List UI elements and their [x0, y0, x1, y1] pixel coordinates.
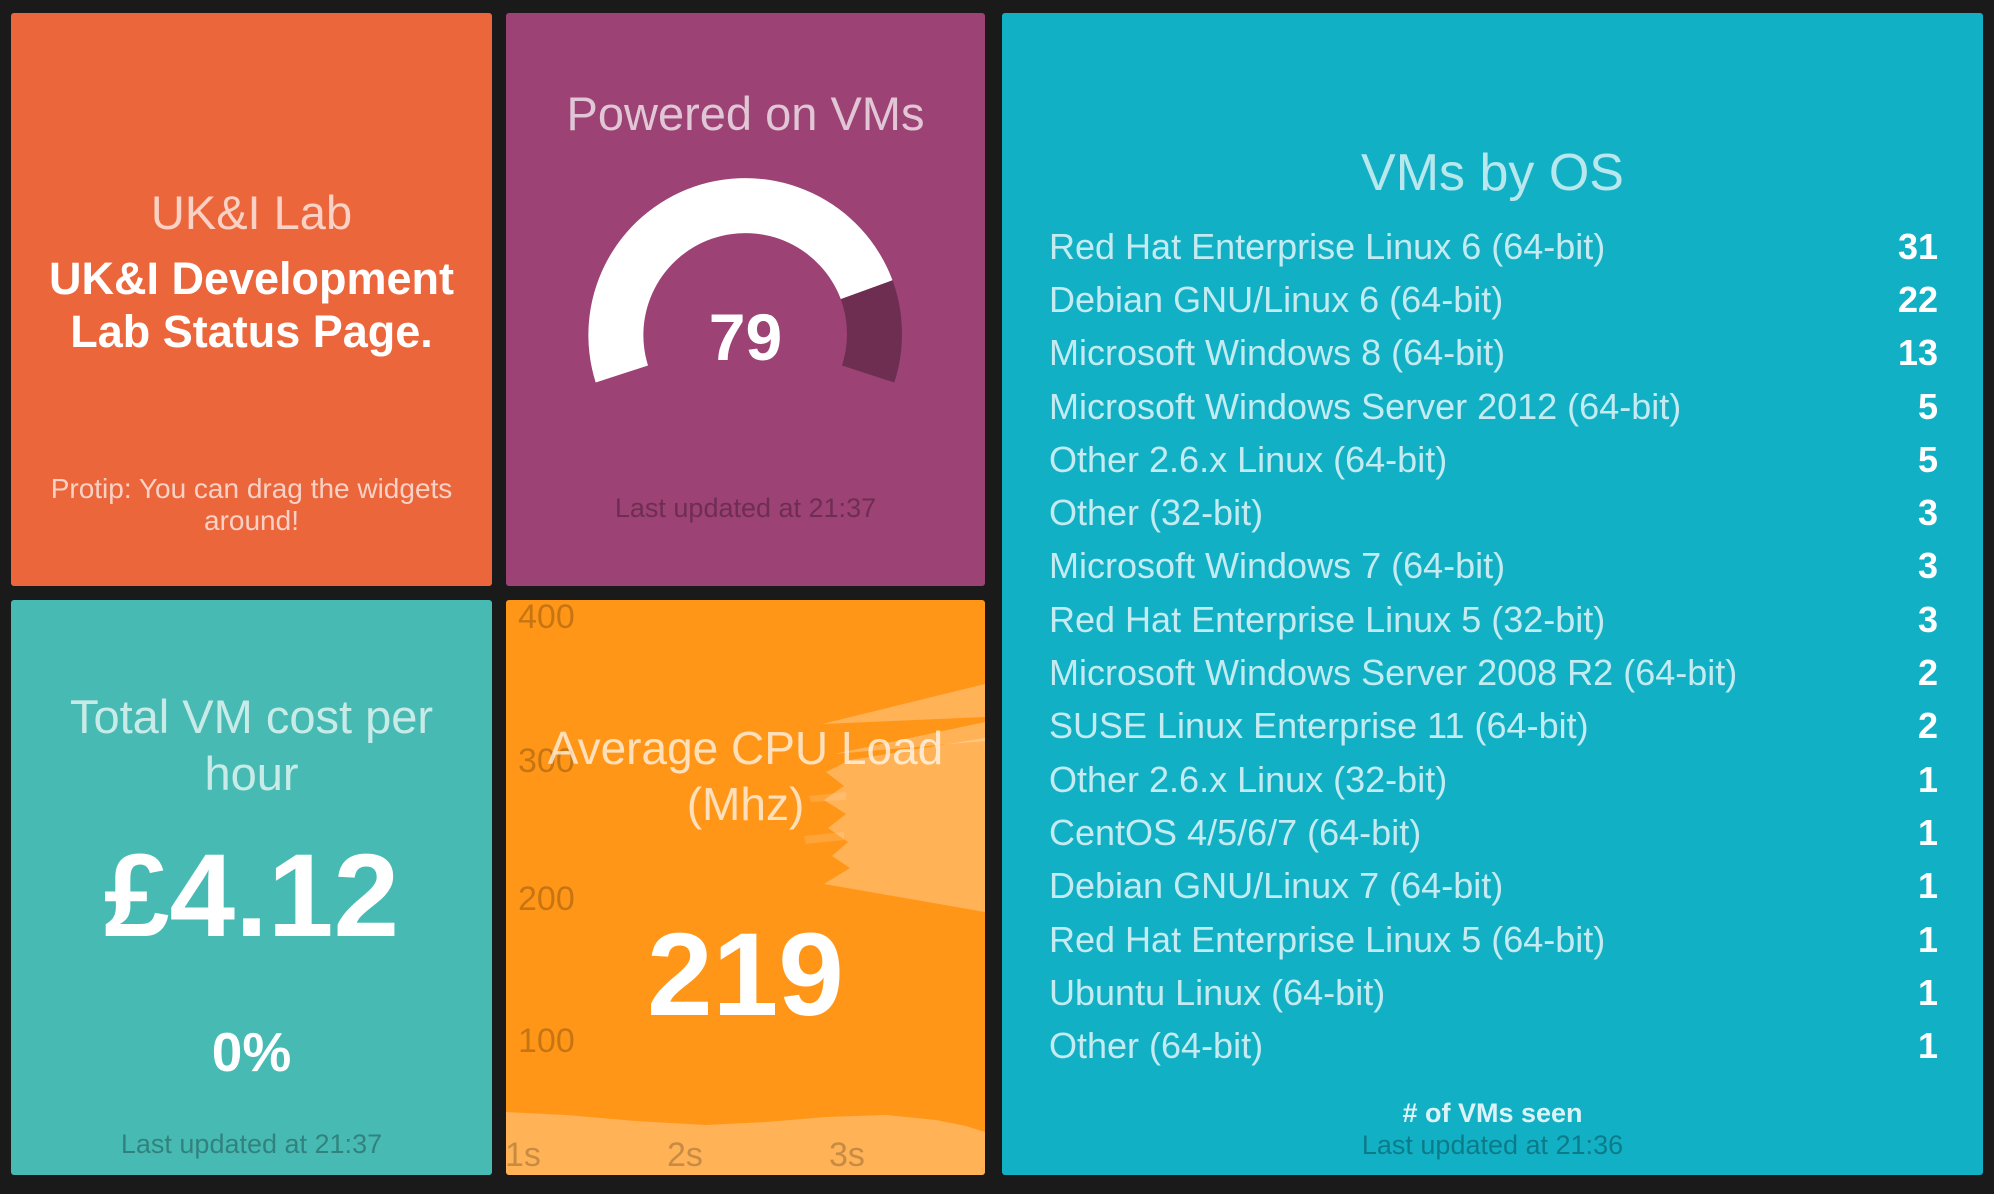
widget-vms-by-os[interactable]: VMs by OS Red Hat Enterprise Linux 6 (64… — [1002, 13, 1983, 1175]
meter-updated-at: Last updated at 21:37 — [614, 493, 877, 523]
os-count: 3 — [1917, 492, 1938, 534]
x-axis-tick-2s: 2s — [667, 1136, 703, 1174]
number-updated-at: Last updated at 21:37 — [120, 1129, 383, 1159]
os-count: 1 — [1917, 971, 1938, 1013]
os-count: 1 — [1917, 758, 1938, 800]
os-label: Red Hat Enterprise Linux 5 (32-bit) — [1049, 598, 1606, 640]
list-item: Microsoft Windows 8 (64-bit) 13 — [1049, 327, 1938, 380]
os-label: SUSE Linux Enterprise 11 (64-bit) — [1049, 705, 1589, 747]
gauge-chart — [588, 178, 902, 383]
os-label: Red Hat Enterprise Linux 5 (64-bit) — [1049, 918, 1606, 960]
welcome-message: UK&I Development Lab Status Page. — [48, 253, 455, 357]
graph-title: Average CPU Load (Mhz) — [547, 722, 944, 830]
list-item: Other 2.6.x Linux (32-bit) 1 — [1049, 753, 1938, 806]
os-count: 2 — [1917, 705, 1938, 747]
cpu-area-chart — [506, 684, 985, 1175]
list-item: Microsoft Windows 7 (64-bit) 3 — [1049, 540, 1938, 593]
os-label: Other (32-bit) — [1049, 492, 1264, 534]
number-change-rate: 0% — [211, 1021, 292, 1083]
list-item: Red Hat Enterprise Linux 6 (64-bit) 31 — [1049, 220, 1938, 273]
welcome-protip: Protip: You can drag the widgets around! — [50, 473, 453, 536]
list-item: Other (32-bit) 3 — [1049, 486, 1938, 539]
list-moreinfo: # of VMs seen — [1402, 1098, 1583, 1128]
os-count: 1 — [1917, 918, 1938, 960]
os-label: Red Hat Enterprise Linux 6 (64-bit) — [1049, 225, 1606, 267]
os-count: 1 — [1917, 811, 1938, 853]
os-count: 5 — [1917, 438, 1938, 480]
gauge-value-arc — [588, 178, 893, 383]
os-label: Other (64-bit) — [1049, 1025, 1264, 1067]
area-spike-streak-2 — [834, 722, 985, 754]
graph-current-value: 219 — [647, 909, 844, 1041]
os-count: 22 — [1897, 278, 1938, 320]
widget-welcome[interactable]: UK&I Lab UK&I Development Lab Status Pag… — [11, 13, 492, 586]
list-item: Other 2.6.x Linux (64-bit) 5 — [1049, 433, 1938, 486]
list-item: CentOS 4/5/6/7 (64-bit) 1 — [1049, 806, 1938, 859]
os-list: Red Hat Enterprise Linux 6 (64-bit) 31 D… — [1049, 220, 1938, 1073]
list-title: VMs by OS — [1361, 144, 1624, 202]
widget-average-cpu-load[interactable]: 400 300 200 100 1s 2s 3s Average CPU Loa… — [506, 600, 985, 1175]
y-axis-tick-200: 200 — [518, 880, 575, 918]
list-item: Microsoft Windows Server 2012 (64-bit) 5 — [1049, 380, 1938, 433]
os-label: CentOS 4/5/6/7 (64-bit) — [1049, 811, 1422, 853]
meter-title: Powered on VMs — [566, 87, 925, 140]
y-axis-tick-400: 400 — [518, 600, 575, 636]
os-count: 31 — [1897, 225, 1938, 267]
os-count: 2 — [1917, 652, 1938, 694]
os-count: 1 — [1917, 1025, 1938, 1067]
os-count: 1 — [1917, 865, 1938, 907]
os-label: Microsoft Windows 7 (64-bit) — [1049, 545, 1506, 587]
list-item: SUSE Linux Enterprise 11 (64-bit) 2 — [1049, 700, 1938, 753]
os-label: Microsoft Windows Server 2008 R2 (64-bit… — [1049, 652, 1738, 694]
os-count: 13 — [1897, 332, 1938, 374]
list-item: Red Hat Enterprise Linux 5 (64-bit) 1 — [1049, 913, 1938, 966]
area-spike-blob — [824, 738, 985, 912]
os-label: Other 2.6.x Linux (64-bit) — [1049, 438, 1448, 480]
list-item: Microsoft Windows Server 2008 R2 (64-bit… — [1049, 646, 1938, 699]
welcome-title: UK&I Lab — [150, 186, 353, 239]
gauge-remainder-arc — [840, 280, 902, 383]
area-spike-fleck-1 — [809, 792, 846, 802]
list-item: Debian GNU/Linux 7 (64-bit) 1 — [1049, 860, 1938, 913]
list-item: Other (64-bit) 1 — [1049, 1019, 1938, 1072]
os-label: Debian GNU/Linux 6 (64-bit) — [1049, 278, 1504, 320]
list-item: Ubuntu Linux (64-bit) 1 — [1049, 966, 1938, 1019]
number-title: Total VM cost per hour — [69, 690, 434, 800]
os-label: Debian GNU/Linux 7 (64-bit) — [1049, 865, 1504, 907]
os-label: Microsoft Windows 8 (64-bit) — [1049, 332, 1506, 374]
area-spike-streak-1 — [822, 684, 985, 724]
x-axis-tick-1s: 1s — [506, 1136, 541, 1174]
list-updated-at: Last updated at 21:36 — [1361, 1130, 1624, 1160]
list-item: Debian GNU/Linux 6 (64-bit) 22 — [1049, 273, 1938, 326]
os-count: 3 — [1917, 545, 1938, 587]
gauge-value: 79 — [708, 300, 783, 374]
os-label: Microsoft Windows Server 2012 (64-bit) — [1049, 385, 1682, 427]
list-item: Red Hat Enterprise Linux 5 (32-bit) 3 — [1049, 593, 1938, 646]
area-spike-fleck-2 — [804, 832, 844, 844]
os-count: 5 — [1917, 385, 1938, 427]
widget-total-vm-cost[interactable]: Total VM cost per hour £4.12 0% Last upd… — [11, 600, 492, 1175]
os-count: 3 — [1917, 598, 1938, 640]
area-series — [506, 1112, 985, 1175]
widget-powered-on-vms[interactable]: Powered on VMs 79 Last updated at 21:37 — [506, 13, 985, 586]
y-axis-tick-300: 300 — [518, 742, 575, 780]
x-axis-tick-3s: 3s — [829, 1136, 865, 1174]
os-label: Ubuntu Linux (64-bit) — [1049, 971, 1386, 1013]
y-axis-tick-100: 100 — [518, 1022, 575, 1060]
os-label: Other 2.6.x Linux (32-bit) — [1049, 758, 1448, 800]
number-value: £4.12 — [103, 830, 400, 962]
